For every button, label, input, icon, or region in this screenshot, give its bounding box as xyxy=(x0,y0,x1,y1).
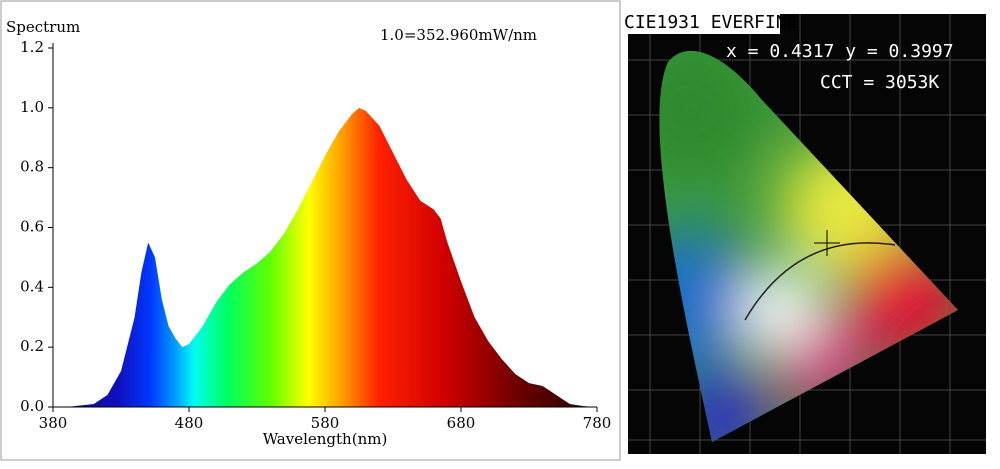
cie-title: CIE1931 EVERFINE xyxy=(624,12,797,33)
y-tick-label: 0.0 xyxy=(20,397,44,415)
spectrum-area xyxy=(53,107,597,407)
x-tick-label: 380 xyxy=(39,414,68,432)
y-tick-label: 0.2 xyxy=(20,337,44,355)
annotation: 1.0=352.960mW/nm xyxy=(380,26,537,44)
x-axis-label: Wavelength(nm) xyxy=(263,430,388,448)
y-tick-label: 1.2 xyxy=(20,38,44,56)
cie-coordinates: x = 0.4317 y = 0.3997 xyxy=(726,41,954,62)
y-tick-label: 1.0 xyxy=(20,98,44,116)
cie-cct: CCT = 3053K xyxy=(820,72,939,93)
y-tick-label: 0.6 xyxy=(20,218,44,236)
cie-title-box xyxy=(622,12,780,34)
planckian-locus xyxy=(744,242,896,321)
cie-panel: CIE1931 EVERFINE x = 0.4317 y = 0.3997 C… xyxy=(622,0,1000,469)
x-tick-label: 780 xyxy=(583,414,612,432)
x-tick-label: 680 xyxy=(447,414,476,432)
y-tick-label: 0.4 xyxy=(20,277,44,295)
x-tick-label: 580 xyxy=(311,414,340,432)
x-tick-label: 480 xyxy=(175,414,204,432)
left-frame xyxy=(0,0,621,461)
plot: 0.0 0.2 0.4 0.6 0.8 1.0 1.2 380 480 580 680 780 xyxy=(20,38,611,432)
y-tick-label: 0.8 xyxy=(20,158,44,176)
chart-title: Spectrum xyxy=(6,18,80,36)
